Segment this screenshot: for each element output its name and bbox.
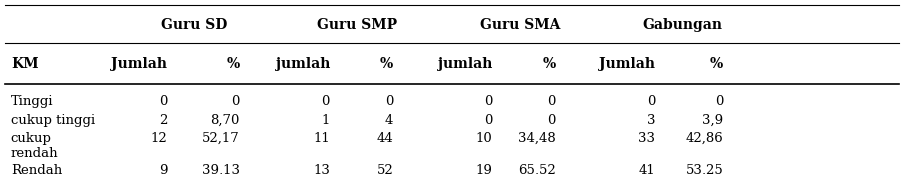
Text: Jumlah: Jumlah [599,57,655,70]
Text: cukup tinggi: cukup tinggi [11,114,95,126]
Text: Guru SD: Guru SD [161,18,228,32]
Text: %: % [226,57,239,70]
Text: %: % [542,57,555,70]
Text: 0: 0 [547,114,555,126]
Text: 0: 0 [159,95,167,108]
Text: 2: 2 [159,114,167,126]
Text: rendah: rendah [11,147,59,160]
Text: Gabungan: Gabungan [642,18,721,32]
Text: %: % [379,57,393,70]
Text: 1: 1 [321,114,330,126]
Text: 12: 12 [150,132,167,145]
Text: 0: 0 [547,95,555,108]
Text: Rendah: Rendah [11,164,62,174]
Text: Jumlah: Jumlah [111,57,167,70]
Text: 0: 0 [647,95,655,108]
Text: 10: 10 [475,132,492,145]
Text: Guru SMA: Guru SMA [479,18,559,32]
Text: 3,9: 3,9 [702,114,722,126]
Text: 11: 11 [312,132,330,145]
Text: 65,52: 65,52 [517,164,555,174]
Text: 13: 13 [312,164,330,174]
Text: jumlah: jumlah [438,57,492,70]
Text: 0: 0 [231,95,239,108]
Text: 0: 0 [321,95,330,108]
Text: 52,17: 52,17 [201,132,239,145]
Text: Tinggi: Tinggi [11,95,53,108]
Text: 42,86: 42,86 [684,132,722,145]
Text: 39,13: 39,13 [201,164,239,174]
Text: 41: 41 [638,164,655,174]
Text: Guru SMP: Guru SMP [317,18,396,32]
Text: 9: 9 [159,164,167,174]
Text: cukup: cukup [11,132,51,145]
Text: 3: 3 [647,114,655,126]
Text: KM: KM [11,57,39,70]
Text: 8,70: 8,70 [210,114,239,126]
Text: 19: 19 [475,164,492,174]
Text: 0: 0 [385,95,393,108]
Text: 44: 44 [376,132,393,145]
Text: 33: 33 [638,132,655,145]
Text: 34,48: 34,48 [517,132,555,145]
Text: jumlah: jumlah [275,57,330,70]
Text: 4: 4 [385,114,393,126]
Text: %: % [709,57,722,70]
Text: 0: 0 [484,114,492,126]
Text: 0: 0 [714,95,722,108]
Text: 53,25: 53,25 [684,164,722,174]
Text: 52: 52 [376,164,393,174]
Text: 0: 0 [484,95,492,108]
